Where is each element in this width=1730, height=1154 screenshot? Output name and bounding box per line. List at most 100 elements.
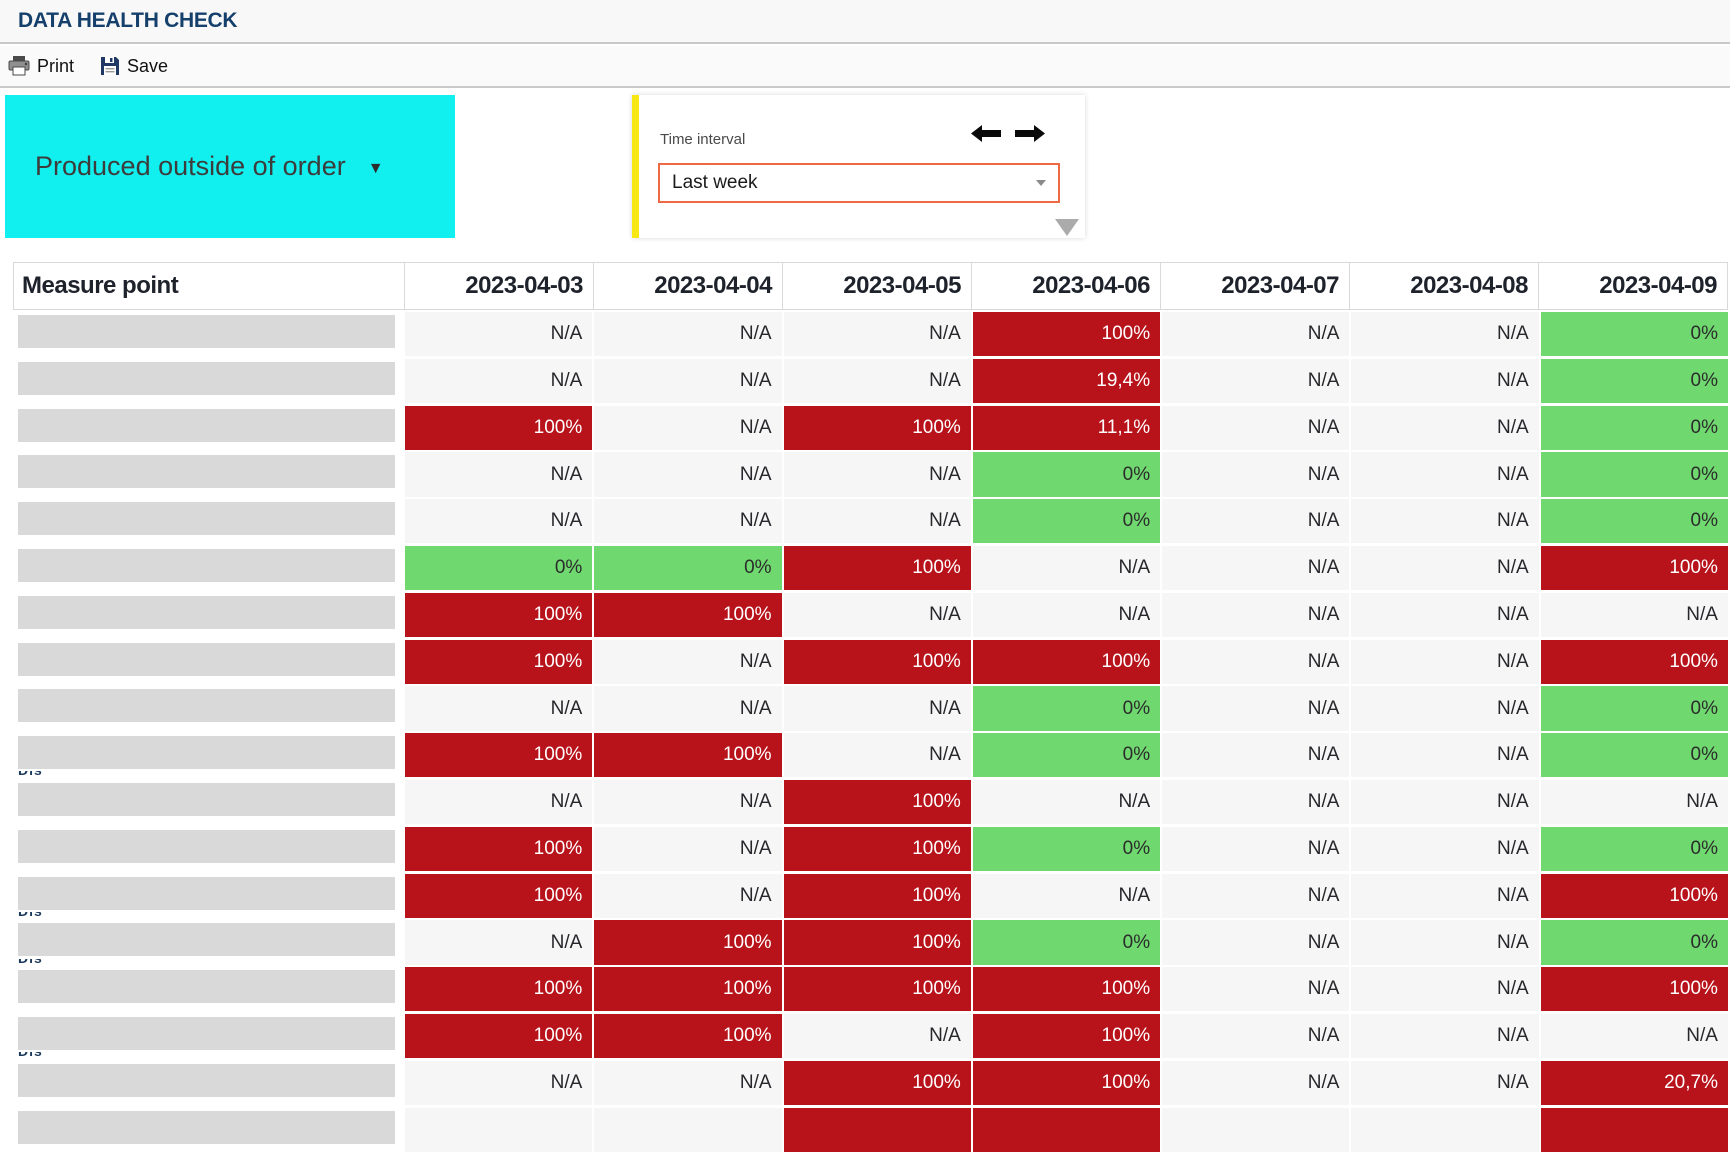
value-cell: 100% <box>783 967 971 1012</box>
table-row: N/A N/A N/A 0% N/A N/A 0% <box>13 499 1728 546</box>
value-cell: N/A <box>405 1060 593 1106</box>
table-header-row: Measure point 2023-04-03 2023-04-04 2023-0… <box>13 262 1728 310</box>
time-interval-selected-value: Last week <box>672 172 758 193</box>
redaction-bar <box>18 1063 395 1097</box>
value-cell: N/A <box>594 358 782 404</box>
time-interval-select[interactable]: Last week <box>658 163 1060 203</box>
value-cell: N/A <box>972 873 1161 918</box>
value-cell: 100% <box>594 592 782 638</box>
redaction-bar <box>18 736 395 770</box>
value-cell: 100% <box>405 405 593 450</box>
measure-point-cell <box>13 826 403 872</box>
value-cell: N/A <box>1351 405 1539 450</box>
value-cell: N/A <box>594 639 782 684</box>
value-cell: N/A <box>1351 733 1539 778</box>
table-row: N/A N/A N/A 0% N/A N/A 0% <box>13 686 1728 733</box>
redaction-bar <box>18 595 395 629</box>
value-cell: 100% <box>783 779 971 825</box>
column-header-date: 2023-04-07 <box>1160 263 1349 309</box>
value-cell: 100% <box>972 312 1161 357</box>
value-cell: N/A <box>783 592 971 638</box>
collapse-triangle-icon[interactable] <box>1055 219 1079 236</box>
measure-point-cell <box>13 1107 403 1152</box>
value-cell: 0% <box>972 826 1161 872</box>
value-cell: N/A <box>594 1060 782 1106</box>
yellow-accent-bar <box>632 95 639 238</box>
value-cell: N/A <box>1351 545 1539 591</box>
value-cell: N/A <box>594 405 782 450</box>
value-cell: N/A <box>594 452 782 497</box>
value-cell: N/A <box>594 312 782 357</box>
value-cell: 100% <box>783 873 971 918</box>
value-cell: N/A <box>1540 1013 1728 1059</box>
value-cell <box>972 1107 1161 1152</box>
value-cell: N/A <box>1162 312 1350 357</box>
value-cell: 100% <box>1540 873 1728 918</box>
table-row: N/A N/A N/A 100% N/A N/A 0% <box>13 312 1728 359</box>
value-cell: 0% <box>1540 452 1728 497</box>
table-row: N/A N/A 100% 100% N/A N/A 20,7% <box>13 1060 1728 1108</box>
value-cell: 100% <box>972 1013 1161 1059</box>
value-cell: N/A <box>1351 967 1539 1012</box>
previous-interval-arrow-icon[interactable] <box>971 125 1001 142</box>
value-cell: N/A <box>405 779 593 825</box>
value-cell: N/A <box>1162 920 1350 965</box>
value-cell: 100% <box>972 1060 1161 1106</box>
value-cell <box>1351 1107 1539 1152</box>
column-header-measure-point: Measure point <box>22 272 179 299</box>
value-cell: N/A <box>594 873 782 918</box>
value-cell: N/A <box>594 779 782 825</box>
value-cell: 100% <box>405 639 593 684</box>
printer-icon <box>8 56 30 76</box>
value-cell: 100% <box>594 1013 782 1059</box>
value-cell: N/A <box>1351 499 1539 544</box>
value-cell <box>594 1107 782 1152</box>
measure-point-cell: Dis <box>13 1013 403 1059</box>
save-button[interactable]: Save <box>100 56 168 77</box>
table-row: 100% N/A 100% 0% N/A N/A 0% <box>13 826 1728 874</box>
table-row: 100% N/A 100% 11,1% N/A N/A 0% <box>13 405 1728 453</box>
value-cell: N/A <box>783 358 971 404</box>
value-cell: 100% <box>972 967 1161 1012</box>
value-cell: 0% <box>972 920 1161 965</box>
value-cell: N/A <box>1540 779 1728 825</box>
measure-point-cell <box>13 1060 403 1106</box>
value-cell: 11,1% <box>972 405 1161 450</box>
measure-point-cell <box>13 545 403 591</box>
value-cell: N/A <box>1351 1060 1539 1106</box>
value-cell: 100% <box>783 1060 971 1106</box>
value-cell: N/A <box>405 312 593 357</box>
value-cell: N/A <box>783 733 971 778</box>
next-interval-arrow-icon[interactable] <box>1015 125 1045 142</box>
title-bar: DATA HEALTH CHECK <box>0 0 1730 44</box>
measure-point-cell <box>13 639 403 684</box>
measure-point-cell <box>13 452 403 497</box>
value-cell: N/A <box>1351 592 1539 638</box>
measure-point-cell <box>13 779 403 825</box>
value-cell: N/A <box>1162 405 1350 450</box>
column-header-date: 2023-04-06 <box>971 263 1160 309</box>
value-cell: 100% <box>405 873 593 918</box>
redacted-text-fragment: Dis <box>18 771 78 777</box>
table-row: N/A N/A 100% N/A N/A N/A N/A <box>13 779 1728 827</box>
chevron-down-icon: ▼ <box>367 159 384 177</box>
value-cell: N/A <box>1351 358 1539 404</box>
column-header-date: 2023-04-05 <box>782 263 971 309</box>
value-cell: 100% <box>783 920 971 965</box>
print-button[interactable]: Print <box>8 56 74 77</box>
value-cell: 0% <box>972 686 1161 731</box>
measure-point-cell: Dis <box>13 733 403 778</box>
redaction-bar <box>18 782 395 816</box>
value-cell <box>1540 1107 1728 1152</box>
measure-point-cell <box>13 967 403 1012</box>
save-icon <box>101 57 120 75</box>
measure-dropdown[interactable]: Produced outside of order ▼ <box>5 95 455 238</box>
table-row: N/A N/A N/A 19,4% N/A N/A 0% <box>13 358 1728 406</box>
value-cell: N/A <box>1351 312 1539 357</box>
value-cell: 0% <box>1540 733 1728 778</box>
print-label: Print <box>37 55 75 76</box>
table-row: 100% N/A 100% 100% N/A N/A 100% <box>13 639 1728 687</box>
measure-point-cell <box>13 499 403 544</box>
value-cell: N/A <box>1351 1013 1539 1059</box>
